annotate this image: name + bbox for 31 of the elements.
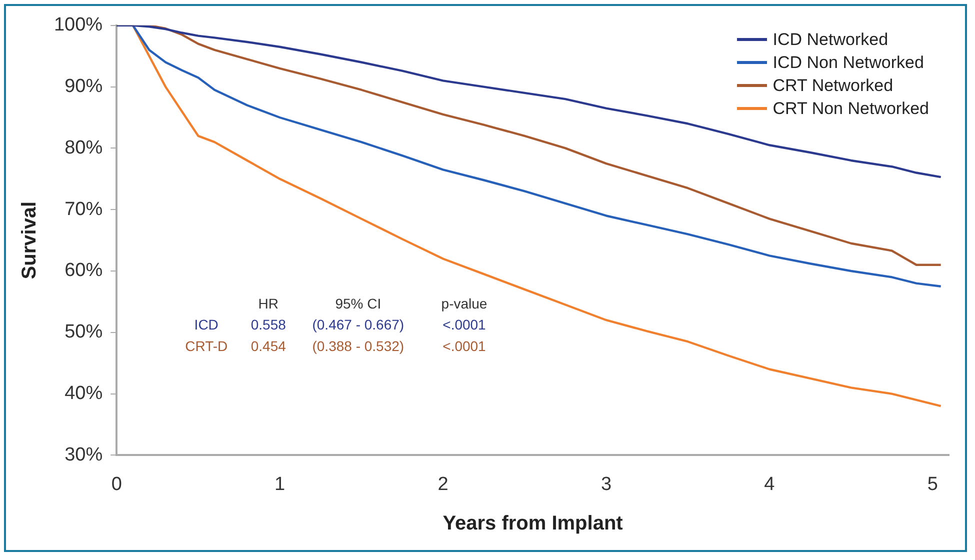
y-tick-label: 60% <box>64 260 103 282</box>
legend-label: ICD Networked <box>772 30 888 50</box>
legend-label: CRT Networked <box>772 76 894 96</box>
annotation: <.0001 <box>442 316 486 333</box>
x-axis-title: Years from Implant <box>442 512 624 535</box>
annotation: (0.388 - 0.532) <box>312 338 404 354</box>
annotation: <.0001 <box>442 338 486 354</box>
annotation: 0.454 <box>250 338 286 354</box>
annotation: p-value <box>441 296 488 312</box>
legend-label: CRT Non Networked <box>772 98 929 118</box>
y-tick-label: 40% <box>64 383 103 404</box>
y-axis-title: Survival <box>18 201 41 280</box>
annotation: (0.467 - 0.667) <box>312 316 404 333</box>
y-tick-label: 90% <box>64 76 103 98</box>
y-tick-label: 80% <box>64 137 103 158</box>
x-tick-label: 0 <box>111 474 122 495</box>
x-tick-label: 5 <box>927 474 938 495</box>
x-tick-label: 1 <box>274 474 286 495</box>
y-tick-label: 30% <box>64 444 103 466</box>
x-tick-label: 4 <box>764 474 776 495</box>
y-tick-label: 50% <box>64 322 103 343</box>
x-tick-label: 3 <box>600 474 612 495</box>
y-tick-label: 70% <box>64 198 103 220</box>
legend-label: ICD Non Networked <box>772 52 924 72</box>
annotation: 95% CI <box>335 296 382 312</box>
annotation: ICD <box>194 316 218 333</box>
annotation: HR <box>258 296 279 312</box>
y-tick-label: 100% <box>54 14 103 36</box>
annotation: CRT-D <box>185 338 228 354</box>
annotation: 0.558 <box>250 316 286 333</box>
x-tick-label: 2 <box>438 474 448 495</box>
